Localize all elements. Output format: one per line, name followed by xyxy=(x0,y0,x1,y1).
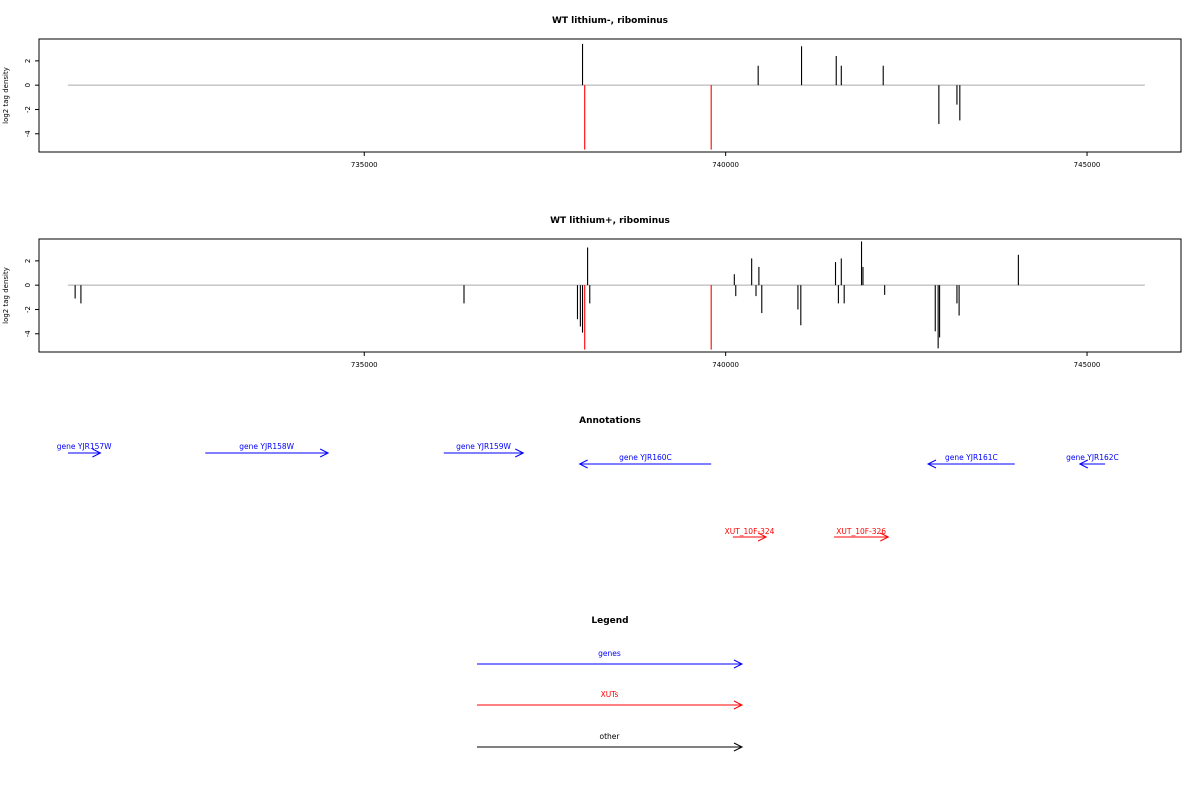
y-axis-label: log2 tag density xyxy=(2,67,10,124)
gene-label: gene YJR160C xyxy=(619,453,672,462)
bar-group xyxy=(74,241,1019,350)
xut-arrow xyxy=(732,532,768,542)
gene-arrow xyxy=(1078,459,1106,469)
x-tick-label: 735000 xyxy=(351,161,378,169)
gene-arrow xyxy=(926,459,1015,469)
gene-label: gene YJR159W xyxy=(456,442,511,451)
y-axis-label: log2 tag density xyxy=(2,267,10,324)
gene-label: gene YJR162C xyxy=(1066,453,1119,462)
track-panel-lithium-plus: WT lithium+, ribominus log2 tag density … xyxy=(2,216,1182,369)
y-tick-label: 2 xyxy=(24,259,32,263)
legend-arrow xyxy=(477,742,744,752)
plot-frame xyxy=(38,38,1182,153)
bar-group xyxy=(581,43,961,150)
axes-group: -4 -2 0 2 735000 740000 745000 xyxy=(24,59,1100,169)
legend-arrow xyxy=(477,659,744,669)
gene-arrow xyxy=(443,448,525,458)
legend-items: genes XUTs other xyxy=(477,649,744,752)
plot-frame xyxy=(38,238,1182,353)
gene-label: gene YJR158W xyxy=(239,442,294,451)
gene-arrow xyxy=(205,448,330,458)
annotations-title: Annotations xyxy=(579,416,641,426)
y-tick-label: 2 xyxy=(24,59,32,63)
legend-arrow xyxy=(477,700,744,710)
x-tick-label: 745000 xyxy=(1074,161,1101,169)
legend-title: Legend xyxy=(591,616,628,626)
xut-arrow xyxy=(834,532,890,542)
panel-title: WT lithium-, ribominus xyxy=(552,16,668,26)
xut-label: XUT_10F-326 xyxy=(836,527,886,536)
x-tick-label: 740000 xyxy=(712,361,739,369)
y-tick-label: -4 xyxy=(24,330,32,338)
axes-group: -4 -2 0 2 735000 740000 745000 xyxy=(24,259,1100,369)
legend-label: other xyxy=(600,732,621,741)
gene-label: gene YJR161C xyxy=(945,453,998,462)
x-tick-label: 735000 xyxy=(351,361,378,369)
legend-label: XUTs xyxy=(601,690,619,699)
y-tick-label: 0 xyxy=(24,83,32,87)
annotations-track: Annotations gene YJR157W gene YJR158W gene… xyxy=(57,416,1119,542)
y-tick-label: -2 xyxy=(24,306,32,313)
panel-title: WT lithium+, ribominus xyxy=(550,216,670,226)
xut-label: XUT_10F-324 xyxy=(725,527,775,536)
y-tick-label: -4 xyxy=(24,130,32,138)
y-tick-label: 0 xyxy=(24,283,32,287)
track-panel-lithium-minus: WT lithium-, ribominus log2 tag density … xyxy=(2,16,1182,169)
x-tick-label: 745000 xyxy=(1074,361,1101,369)
gene-arrow xyxy=(67,448,102,458)
legend-label: genes xyxy=(598,649,621,658)
gene-label: gene YJR157W xyxy=(57,442,112,451)
gene-arrow xyxy=(578,459,712,469)
y-tick-label: -2 xyxy=(24,106,32,113)
x-tick-label: 740000 xyxy=(712,161,739,169)
legend: Legend genes XUTs other xyxy=(477,616,744,752)
annotation-items: gene YJR157W gene YJR158W gene YJR159W gene… xyxy=(57,442,1119,542)
